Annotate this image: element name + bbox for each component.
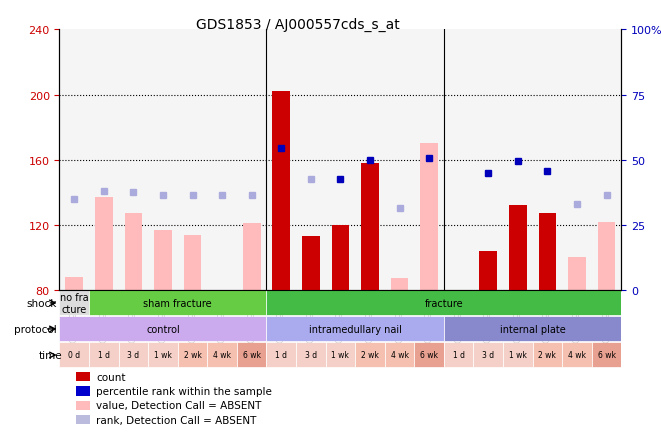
FancyBboxPatch shape (59, 291, 89, 316)
Text: 2 wk: 2 wk (361, 351, 379, 360)
FancyBboxPatch shape (385, 343, 414, 368)
Bar (539, 214, 557, 290)
FancyBboxPatch shape (208, 343, 237, 368)
Bar (598, 222, 615, 290)
Bar (65, 277, 83, 290)
Bar (76, 415, 91, 424)
Bar (184, 235, 202, 290)
FancyBboxPatch shape (59, 317, 266, 342)
Text: 1 d: 1 d (98, 351, 110, 360)
Text: 4 wk: 4 wk (568, 351, 586, 360)
FancyBboxPatch shape (296, 343, 326, 368)
FancyBboxPatch shape (89, 343, 118, 368)
Text: intramedullary nail: intramedullary nail (309, 324, 402, 334)
Bar (76, 401, 91, 410)
Text: shock: shock (26, 298, 57, 308)
Text: 4 wk: 4 wk (213, 351, 231, 360)
Bar (95, 197, 113, 290)
Text: 6 wk: 6 wk (598, 351, 615, 360)
Text: 6 wk: 6 wk (243, 351, 260, 360)
FancyBboxPatch shape (266, 343, 296, 368)
Text: 1 wk: 1 wk (331, 351, 350, 360)
Text: sham fracture: sham fracture (143, 298, 212, 308)
Text: 3 d: 3 d (305, 351, 317, 360)
Bar (420, 144, 438, 290)
Text: internal plate: internal plate (500, 324, 566, 334)
Text: 1 d: 1 d (453, 351, 465, 360)
Bar (76, 372, 91, 381)
FancyBboxPatch shape (89, 291, 266, 316)
Text: fracture: fracture (424, 298, 463, 308)
Text: 1 wk: 1 wk (509, 351, 527, 360)
Text: 3 d: 3 d (128, 351, 139, 360)
FancyBboxPatch shape (59, 343, 89, 368)
Text: count: count (96, 372, 126, 382)
Text: percentile rank within the sample: percentile rank within the sample (96, 386, 272, 396)
FancyBboxPatch shape (178, 343, 208, 368)
Text: 4 wk: 4 wk (391, 351, 408, 360)
Text: 2 wk: 2 wk (184, 351, 202, 360)
Bar (479, 251, 497, 290)
FancyBboxPatch shape (444, 317, 621, 342)
Text: control: control (146, 324, 180, 334)
Bar (361, 164, 379, 290)
Text: rank, Detection Call = ABSENT: rank, Detection Call = ABSENT (96, 414, 256, 424)
FancyBboxPatch shape (503, 343, 533, 368)
Text: protocol: protocol (14, 324, 57, 334)
Bar (76, 386, 91, 396)
Text: 1 wk: 1 wk (154, 351, 172, 360)
Bar (124, 214, 142, 290)
Text: 1 d: 1 d (275, 351, 288, 360)
FancyBboxPatch shape (118, 343, 148, 368)
Bar (243, 224, 260, 290)
Text: value, Detection Call = ABSENT: value, Detection Call = ABSENT (96, 400, 261, 410)
Text: 3 d: 3 d (483, 351, 494, 360)
FancyBboxPatch shape (592, 343, 621, 368)
FancyBboxPatch shape (444, 343, 473, 368)
FancyBboxPatch shape (326, 343, 355, 368)
Text: time: time (39, 350, 62, 360)
FancyBboxPatch shape (473, 343, 503, 368)
Bar (302, 237, 320, 290)
FancyBboxPatch shape (237, 343, 266, 368)
Text: 2 wk: 2 wk (539, 351, 557, 360)
Bar (332, 225, 349, 290)
FancyBboxPatch shape (533, 343, 563, 368)
Text: 0 d: 0 d (68, 351, 81, 360)
Text: no fra
cture: no fra cture (60, 293, 89, 314)
FancyBboxPatch shape (148, 343, 178, 368)
Bar (391, 279, 408, 290)
FancyBboxPatch shape (355, 343, 385, 368)
Text: GDS1853 / AJ000557cds_s_at: GDS1853 / AJ000557cds_s_at (196, 17, 399, 32)
Bar (272, 92, 290, 290)
FancyBboxPatch shape (266, 291, 621, 316)
Text: 6 wk: 6 wk (420, 351, 438, 360)
FancyBboxPatch shape (414, 343, 444, 368)
FancyBboxPatch shape (563, 343, 592, 368)
Bar (154, 230, 172, 290)
Bar (568, 258, 586, 290)
Bar (509, 206, 527, 290)
FancyBboxPatch shape (266, 317, 444, 342)
